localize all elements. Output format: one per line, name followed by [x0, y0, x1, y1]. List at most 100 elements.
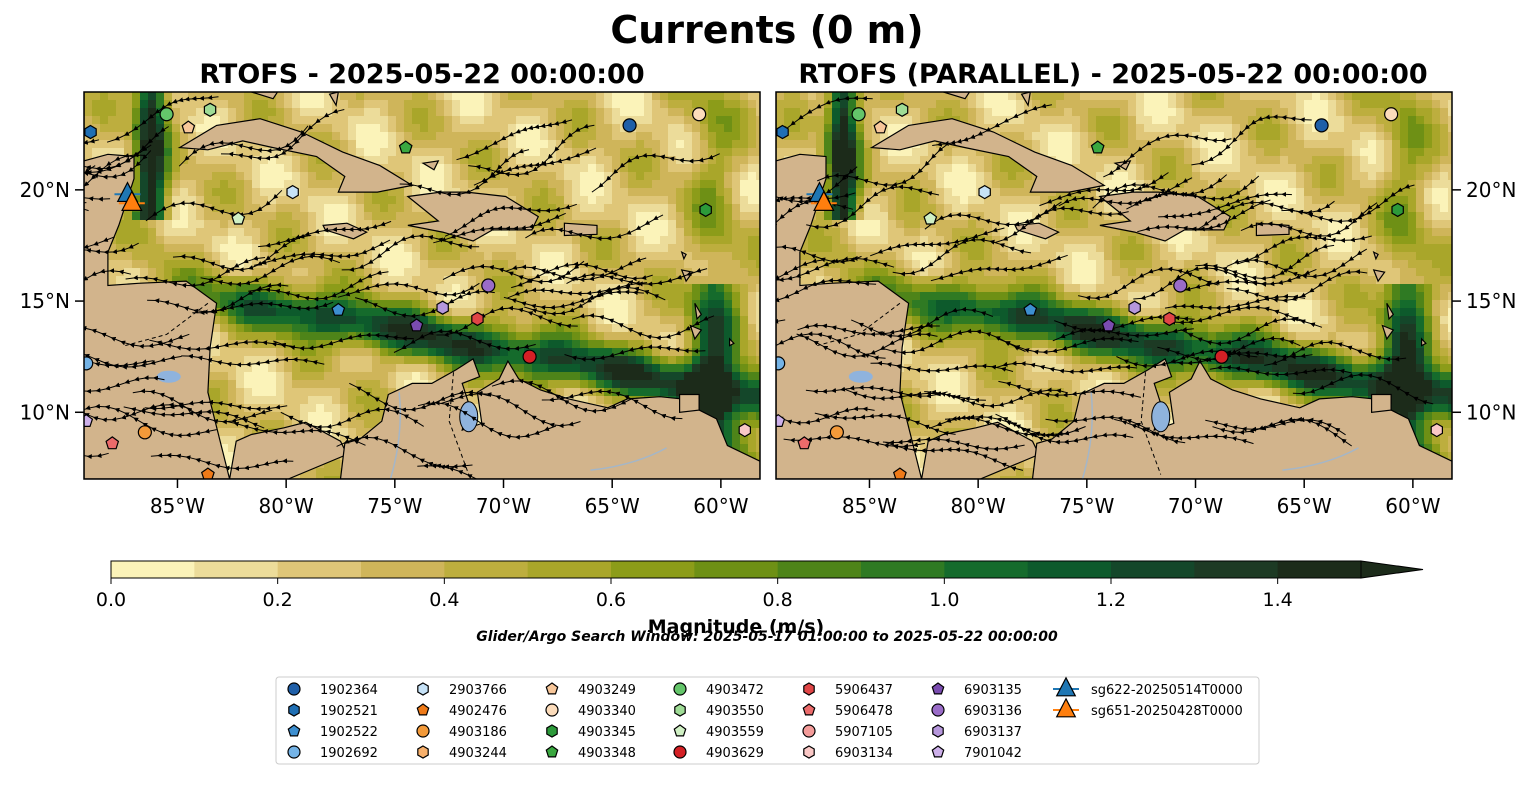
panel-title-left: RTOFS - 2025-05-22 00:00:00 — [199, 59, 644, 90]
field-cell — [348, 428, 357, 437]
field-cell — [1448, 92, 1452, 101]
field-cell — [1040, 124, 1049, 133]
field-cell — [636, 180, 645, 189]
field-cell — [1336, 100, 1345, 109]
field-cell — [660, 108, 669, 117]
field-cell — [524, 92, 533, 101]
field-cell — [564, 236, 573, 245]
field-cell — [172, 140, 181, 149]
field-cell — [716, 252, 725, 261]
field-cell — [732, 420, 741, 429]
field-cell — [396, 196, 405, 205]
field-cell — [316, 260, 325, 269]
field-cell — [580, 180, 589, 189]
field-cell — [204, 156, 213, 165]
field-cell — [1264, 148, 1273, 157]
field-cell — [300, 284, 309, 293]
field-cell — [564, 148, 573, 157]
field-cell — [556, 148, 565, 157]
field-cell — [1416, 108, 1425, 117]
field-cell — [492, 132, 501, 141]
field-cell — [668, 220, 677, 229]
field-cell — [228, 156, 237, 165]
field-cell — [724, 116, 733, 125]
field-cell — [644, 316, 653, 325]
field-cell — [708, 132, 717, 141]
field-cell — [1424, 124, 1433, 133]
field-cell — [324, 180, 333, 189]
field-cell — [372, 316, 381, 325]
field-cell — [1256, 108, 1265, 117]
field-cell — [572, 180, 581, 189]
field-cell — [548, 372, 557, 381]
field-cell — [396, 324, 405, 333]
float-4903550 — [203, 102, 217, 117]
field-cell — [716, 364, 725, 373]
field-cell — [252, 316, 261, 325]
field-cell — [468, 124, 477, 133]
field-cell — [548, 132, 557, 141]
field-cell — [1056, 148, 1065, 157]
field-cell — [332, 404, 341, 413]
streamline — [564, 344, 706, 362]
field-cell — [660, 172, 669, 181]
field-cell — [532, 324, 541, 333]
field-cell — [756, 164, 760, 173]
field-cell — [724, 244, 733, 253]
field-cell — [732, 156, 741, 165]
field-cell — [164, 140, 173, 149]
field-cell — [484, 92, 493, 101]
field-cell — [1144, 92, 1153, 101]
field-cell — [532, 252, 541, 261]
field-cell — [492, 100, 501, 109]
field-cell — [300, 324, 309, 333]
field-cell — [396, 340, 405, 349]
field-cell — [612, 372, 621, 381]
field-cell — [540, 180, 549, 189]
field-cell — [564, 92, 573, 101]
field-cell — [1176, 140, 1185, 149]
field-cell — [732, 180, 741, 189]
field-cell — [700, 332, 709, 341]
field-cell — [260, 292, 269, 301]
field-cell — [348, 140, 357, 149]
field-cell — [284, 356, 293, 365]
field-cell — [500, 244, 509, 253]
field-cell — [724, 204, 733, 213]
field-cell — [164, 268, 173, 277]
float-6903136 — [481, 278, 496, 293]
field-cell — [1344, 124, 1353, 133]
field-cell — [316, 100, 325, 109]
field-cell — [708, 388, 717, 397]
field-cell — [1296, 116, 1305, 125]
field-cell — [332, 476, 341, 479]
field-cell — [992, 92, 1001, 101]
field-cell — [1280, 92, 1289, 101]
field-cell — [460, 116, 469, 125]
field-cell — [500, 92, 509, 101]
field-cell — [692, 92, 701, 101]
float-1902522 — [331, 302, 346, 316]
field-cell — [516, 108, 525, 117]
field-cell — [444, 132, 453, 141]
field-cell — [276, 228, 285, 237]
field-cell — [212, 372, 221, 381]
field-cell — [300, 172, 309, 181]
field-cell — [1128, 116, 1137, 125]
field-cell — [628, 164, 637, 173]
field-cell — [1080, 132, 1089, 141]
field-cell — [748, 420, 757, 429]
field-cell — [580, 236, 589, 245]
field-cell — [204, 228, 213, 237]
field-cell — [684, 244, 693, 253]
field-cell — [724, 260, 733, 269]
field-cell — [540, 92, 549, 101]
field-cell — [188, 268, 197, 277]
field-cell — [116, 92, 125, 101]
field-cell — [960, 100, 969, 109]
field-cell — [212, 388, 221, 397]
field-cell — [604, 132, 613, 141]
field-cell — [324, 132, 333, 141]
field-cell — [380, 108, 389, 117]
field-cell — [748, 196, 757, 205]
